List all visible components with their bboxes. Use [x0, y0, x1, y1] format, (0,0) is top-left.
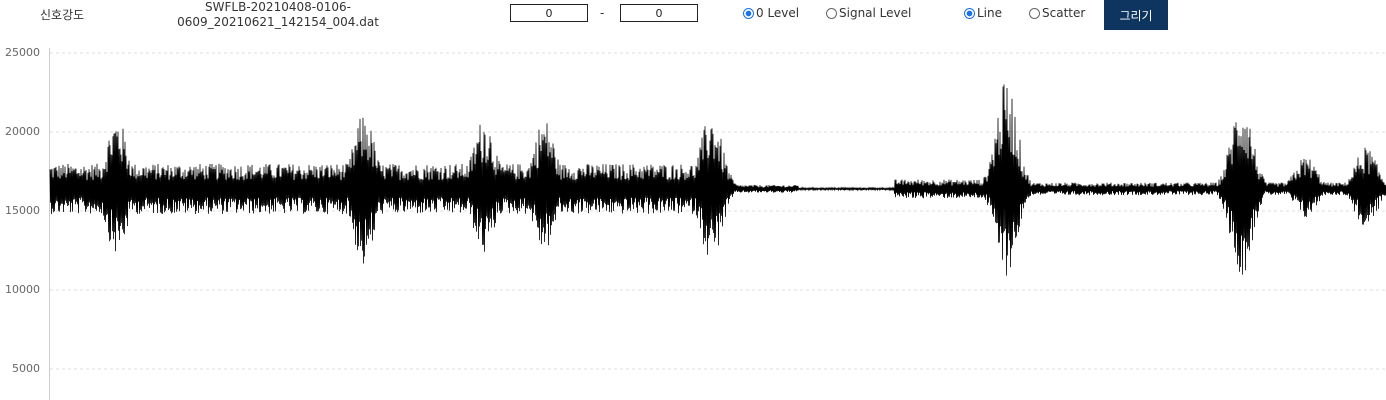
radio-scatter[interactable]: Scatter — [1029, 6, 1085, 20]
filename-display: SWFLB-20210408-0106- 0609_20210621_14215… — [168, 0, 388, 30]
y-tick-label: 20000 — [5, 125, 40, 138]
radio-line-label: Line — [977, 6, 1003, 20]
y-tick-label: 15000 — [5, 204, 40, 217]
range-end-input[interactable] — [620, 4, 698, 22]
radio-scatter-label: Scatter — [1042, 6, 1086, 20]
y-tick-label: 25000 — [5, 46, 40, 59]
signal-line — [49, 84, 1386, 276]
y-tick-label: 5000 — [12, 362, 40, 375]
radio-signal-level[interactable]: Signal Level — [826, 6, 911, 20]
signal-strength-label: 신호강도 — [40, 8, 85, 22]
range-separator: - — [600, 6, 605, 20]
radio-unselected-icon[interactable] — [826, 7, 837, 19]
radio-unselected-icon[interactable] — [1029, 7, 1040, 19]
filename-line-2: 0609_20210621_142154_004.dat — [177, 15, 379, 29]
radio-line[interactable]: Line — [964, 6, 1002, 20]
radio-zero-level-label: 0 Level — [756, 6, 800, 20]
radio-zero-level[interactable]: 0 Level — [743, 6, 799, 20]
draw-button[interactable]: 그리기 — [1104, 0, 1168, 30]
filename-line-1: SWFLB-20210408-0106- — [205, 0, 351, 14]
radio-signal-level-label: Signal Level — [839, 6, 912, 20]
radio-selected-icon[interactable] — [743, 7, 754, 19]
y-tick-label: 10000 — [5, 283, 40, 296]
radio-selected-icon[interactable] — [964, 7, 975, 19]
range-start-input[interactable] — [510, 4, 588, 22]
